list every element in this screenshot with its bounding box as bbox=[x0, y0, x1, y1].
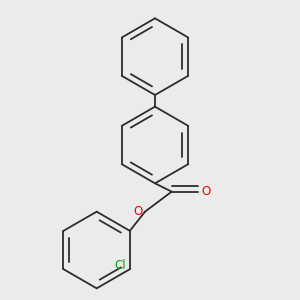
Text: O: O bbox=[133, 205, 142, 218]
Text: O: O bbox=[201, 185, 210, 198]
Text: Cl: Cl bbox=[114, 259, 126, 272]
